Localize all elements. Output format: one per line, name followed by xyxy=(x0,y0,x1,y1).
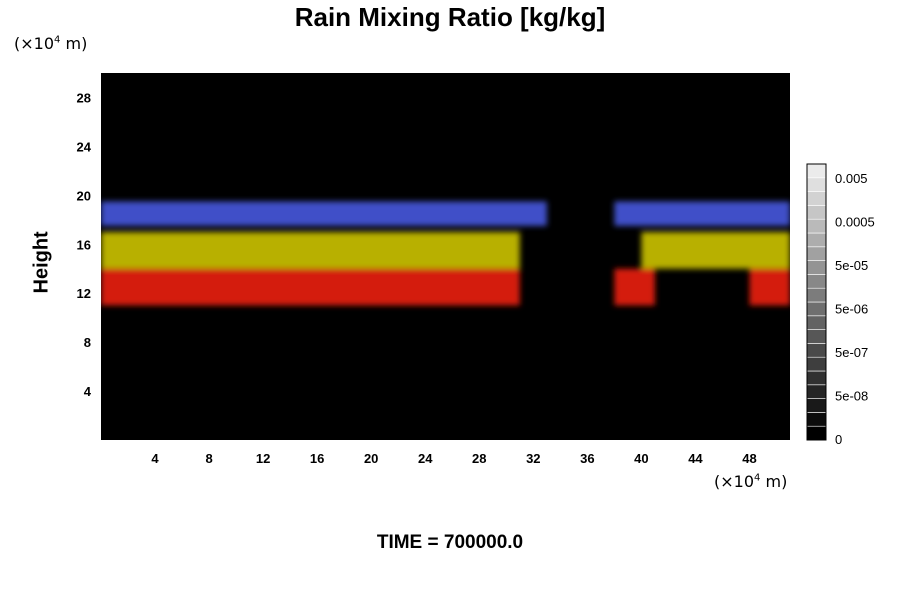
y-tick-label: 20 xyxy=(77,188,91,203)
y-tick-label: 12 xyxy=(77,286,91,301)
x-tick-label: 28 xyxy=(472,451,486,466)
colorbar-cell xyxy=(806,274,827,289)
x-tick-label: 20 xyxy=(364,451,378,466)
colorbar-cell xyxy=(806,370,827,386)
colorbar-label: 5e-06 xyxy=(835,302,868,317)
x-tick-label: 24 xyxy=(418,451,433,466)
x-tick-label: 36 xyxy=(580,451,594,466)
colorbar-cell xyxy=(806,343,827,358)
layer-red-segment xyxy=(101,268,520,306)
y-tick-label: 24 xyxy=(77,139,92,154)
x-tick-label: 8 xyxy=(205,451,212,466)
colorbar-label: 5e-07 xyxy=(835,345,868,360)
x-tick-label: 40 xyxy=(634,451,648,466)
colorbar-cell xyxy=(806,356,827,372)
colorbar-label: 0.0005 xyxy=(835,215,875,230)
colorbar-cell xyxy=(806,301,827,317)
colorbar-cell xyxy=(806,260,827,275)
colorbar-label: 5e-05 xyxy=(835,258,868,273)
x-axis-unit: (×104 m) xyxy=(714,472,788,491)
colorbar-frame xyxy=(806,163,827,441)
x-tick-label: 32 xyxy=(526,451,540,466)
colorbar-cell xyxy=(806,412,827,427)
chart-title: Rain Mixing Ratio [kg/kg] xyxy=(294,2,606,32)
colorbar-cell xyxy=(806,329,827,344)
y-tick-label: 28 xyxy=(77,90,91,105)
x-tick-label: 48 xyxy=(742,451,756,466)
y-axis-unit: (×104 m) xyxy=(14,34,88,53)
x-tick-label: 4 xyxy=(151,451,159,466)
colorbar-cell xyxy=(806,315,827,330)
colorbar-cell xyxy=(806,205,827,220)
colorbar-label: 0 xyxy=(835,432,842,447)
colorbar-cell xyxy=(806,384,827,399)
colorbar-label: 5e-08 xyxy=(835,389,868,404)
colorbar-cell xyxy=(806,246,827,261)
x-tick-label: 16 xyxy=(310,451,324,466)
colorbar-cell xyxy=(806,287,827,303)
layer-blue-segment xyxy=(614,201,790,226)
layer-red-segment xyxy=(614,268,655,306)
colorbar-label: 0.005 xyxy=(835,171,868,186)
colorbar-cell xyxy=(806,191,827,206)
y-tick-label: 4 xyxy=(84,384,92,399)
layer-yellow-segment xyxy=(101,232,520,269)
layer-blue-segment xyxy=(101,201,547,226)
colorbar-cell xyxy=(806,218,827,234)
layer-yellow-segment xyxy=(641,232,790,269)
colorbar-cell xyxy=(806,163,827,179)
colorbar-cell xyxy=(806,398,827,413)
x-tick-label: 44 xyxy=(688,451,703,466)
colorbar-cell xyxy=(806,232,827,248)
time-label: TIME = 700000.0 xyxy=(376,532,524,553)
x-tick-label: 12 xyxy=(256,451,270,466)
y-tick-label: 16 xyxy=(77,237,91,252)
colorbar-cell xyxy=(806,425,827,441)
layer-red-segment xyxy=(749,268,790,306)
y-tick-label: 8 xyxy=(84,335,91,350)
colorbar-cell xyxy=(806,177,827,192)
colorbar xyxy=(806,163,827,441)
